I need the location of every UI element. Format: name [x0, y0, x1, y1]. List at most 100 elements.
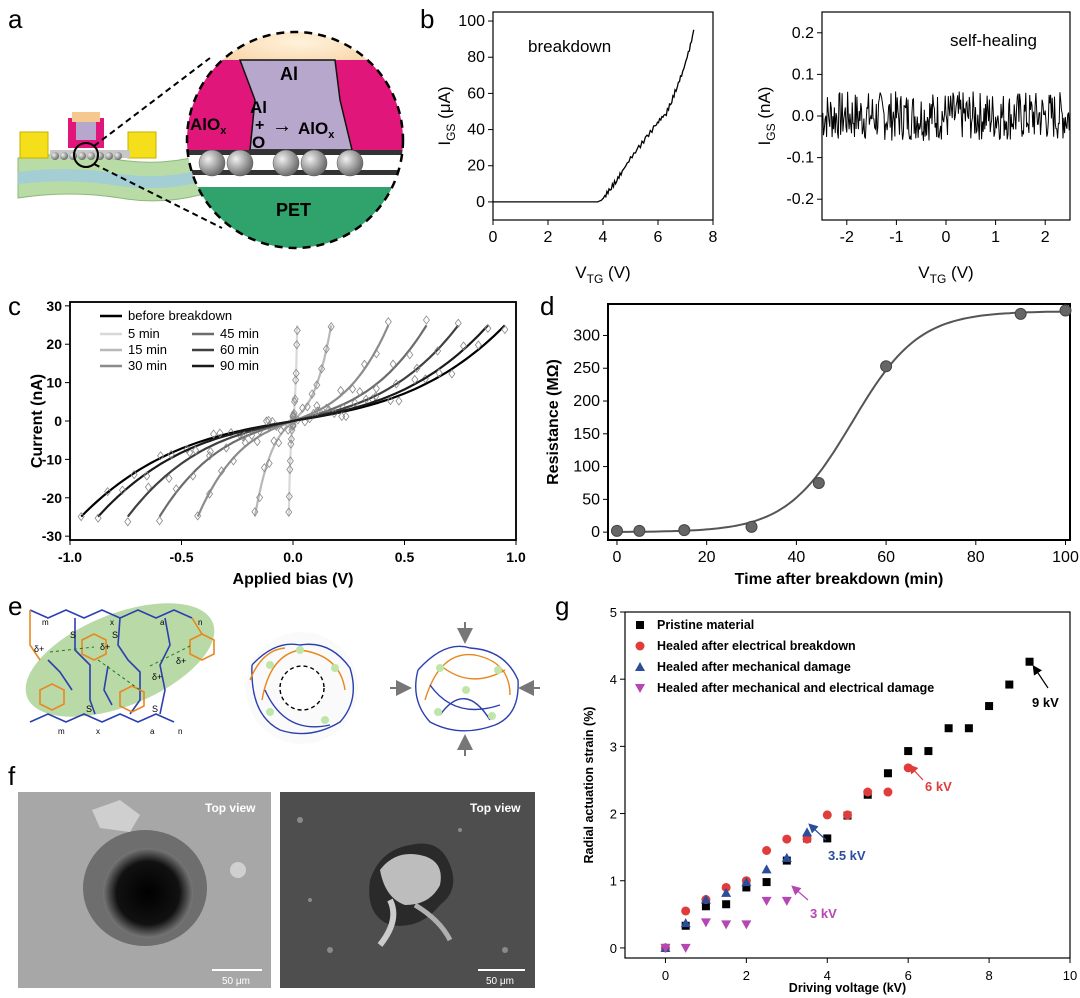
y-axis-label: Resistance (MΩ)	[545, 359, 562, 485]
data-point	[372, 349, 380, 359]
sem-image-left: Top view 50 μm	[18, 792, 271, 988]
legend-marker	[635, 684, 645, 693]
data-point	[474, 340, 482, 350]
chart-d-resistance: 0 20 40 60 80 100 0 50 100 150 200 250 300 Time after…	[545, 303, 1079, 588]
subscript-x: x	[110, 618, 114, 627]
data-point	[863, 787, 873, 797]
chart-b-self-healing: -2 -1 0 1 2 -0.2 -0.1 0.0 0.1 0.2 self-healing VTG …	[755, 11, 1071, 286]
y-tick-label: 20	[467, 158, 485, 175]
x-tick-label: 2	[544, 229, 553, 246]
data-point	[287, 434, 295, 444]
panel-label-g: g	[555, 591, 569, 621]
x-tick-label: -1	[889, 229, 903, 246]
y-axis-label: IGS (nA)	[755, 87, 778, 146]
y-tick-label: 300	[573, 327, 600, 344]
y-axis-label: Radial actuation strain (%)	[582, 707, 596, 864]
data-point	[293, 325, 301, 336]
legend-label: 45 min	[220, 326, 259, 341]
data-point	[781, 852, 792, 862]
data-point	[782, 834, 792, 844]
data-point	[460, 341, 468, 351]
data-point	[130, 469, 138, 480]
legend-label: before breakdown	[128, 308, 232, 323]
x-axis-label: Time after breakdown (min)	[735, 571, 944, 588]
data-point	[210, 429, 218, 439]
data-point	[206, 446, 214, 457]
data-point	[77, 511, 85, 522]
annotation-arrow-6kv	[908, 764, 924, 781]
y-tick-label: 2	[610, 807, 617, 822]
legend-label: Healed after mechanical damage	[657, 660, 851, 674]
curve-90-min	[97, 324, 489, 518]
data-point	[822, 810, 832, 820]
data-point	[289, 419, 297, 430]
data-point	[843, 810, 852, 820]
label-alox-product: AlOx	[298, 119, 335, 141]
data-point	[285, 491, 293, 502]
y-tick-label: 100	[573, 459, 600, 476]
label-alox-left: AlOx	[190, 115, 227, 137]
x-tick-label: 2	[743, 968, 750, 983]
data-point	[143, 471, 151, 481]
chart-c-iv-curves: -1.0 -0.5 0.0 0.5 1.0 -30 -20 -10 0 10 20 30 before …	[29, 298, 526, 588]
data-point	[741, 920, 752, 930]
y-tick-label: 60	[467, 85, 485, 102]
y-tick-label: 80	[467, 49, 485, 66]
panel-label-a: a	[8, 4, 23, 34]
data-point	[812, 476, 825, 489]
data-point	[802, 827, 813, 837]
y-tick-label: 30	[46, 298, 62, 314]
data-point	[372, 383, 380, 394]
data-point	[227, 427, 235, 438]
data-point	[761, 896, 772, 906]
self-healing-trace	[821, 91, 1071, 141]
legend-label: Healed after mechanical and electrical d…	[657, 681, 934, 695]
x-tick-label: 4	[824, 968, 831, 983]
data-point	[745, 520, 758, 533]
data-point	[194, 511, 202, 521]
delta-label-4: δ+	[176, 656, 186, 666]
x-tick-label: -0.5	[169, 549, 193, 565]
legend-label: Healed after electrical breakdown	[657, 639, 856, 653]
data-point	[904, 747, 913, 756]
data-point	[189, 471, 197, 481]
x-axis-label: Driving voltage (kV)	[789, 981, 906, 995]
x-axis-label: VTG (V)	[918, 263, 973, 286]
data-point	[1014, 307, 1027, 320]
data-point	[781, 896, 792, 906]
x-tick-label: 60	[877, 549, 895, 566]
data-point	[289, 414, 297, 425]
legend-label: 30 min	[128, 358, 167, 373]
plot-frame	[607, 303, 1071, 541]
y-tick-label: 20	[46, 336, 62, 352]
label-plus: +	[255, 117, 264, 134]
top-view-label-right: Top view	[470, 801, 521, 815]
data-point	[240, 431, 248, 441]
data-point	[293, 340, 301, 350]
s-label-4: S	[152, 704, 158, 714]
sem-image-right: Top view 50 μm	[280, 792, 535, 988]
y-tick-label: 1	[610, 874, 617, 889]
y-tick-label: -0.1	[786, 150, 814, 167]
y-tick-label: 150	[573, 426, 600, 443]
data-point	[285, 507, 293, 517]
data-point	[157, 451, 165, 461]
annotation-9kv: 9 kV	[1032, 695, 1059, 710]
s-label-3: S	[86, 704, 92, 714]
data-point	[762, 846, 772, 856]
data-point	[883, 769, 892, 778]
data-point	[389, 359, 397, 369]
data-point	[124, 517, 132, 527]
panel-label-f: f	[8, 761, 16, 791]
label-arrow: →	[272, 115, 292, 137]
data-point	[286, 464, 294, 475]
data-point	[356, 386, 364, 397]
y-tick-label: -20	[42, 490, 62, 506]
data-point	[741, 877, 752, 887]
x-tick-label: 0	[489, 229, 498, 246]
data-point	[342, 411, 350, 422]
data-point	[229, 456, 237, 466]
data-point	[964, 724, 973, 733]
data-point	[1005, 680, 1014, 689]
